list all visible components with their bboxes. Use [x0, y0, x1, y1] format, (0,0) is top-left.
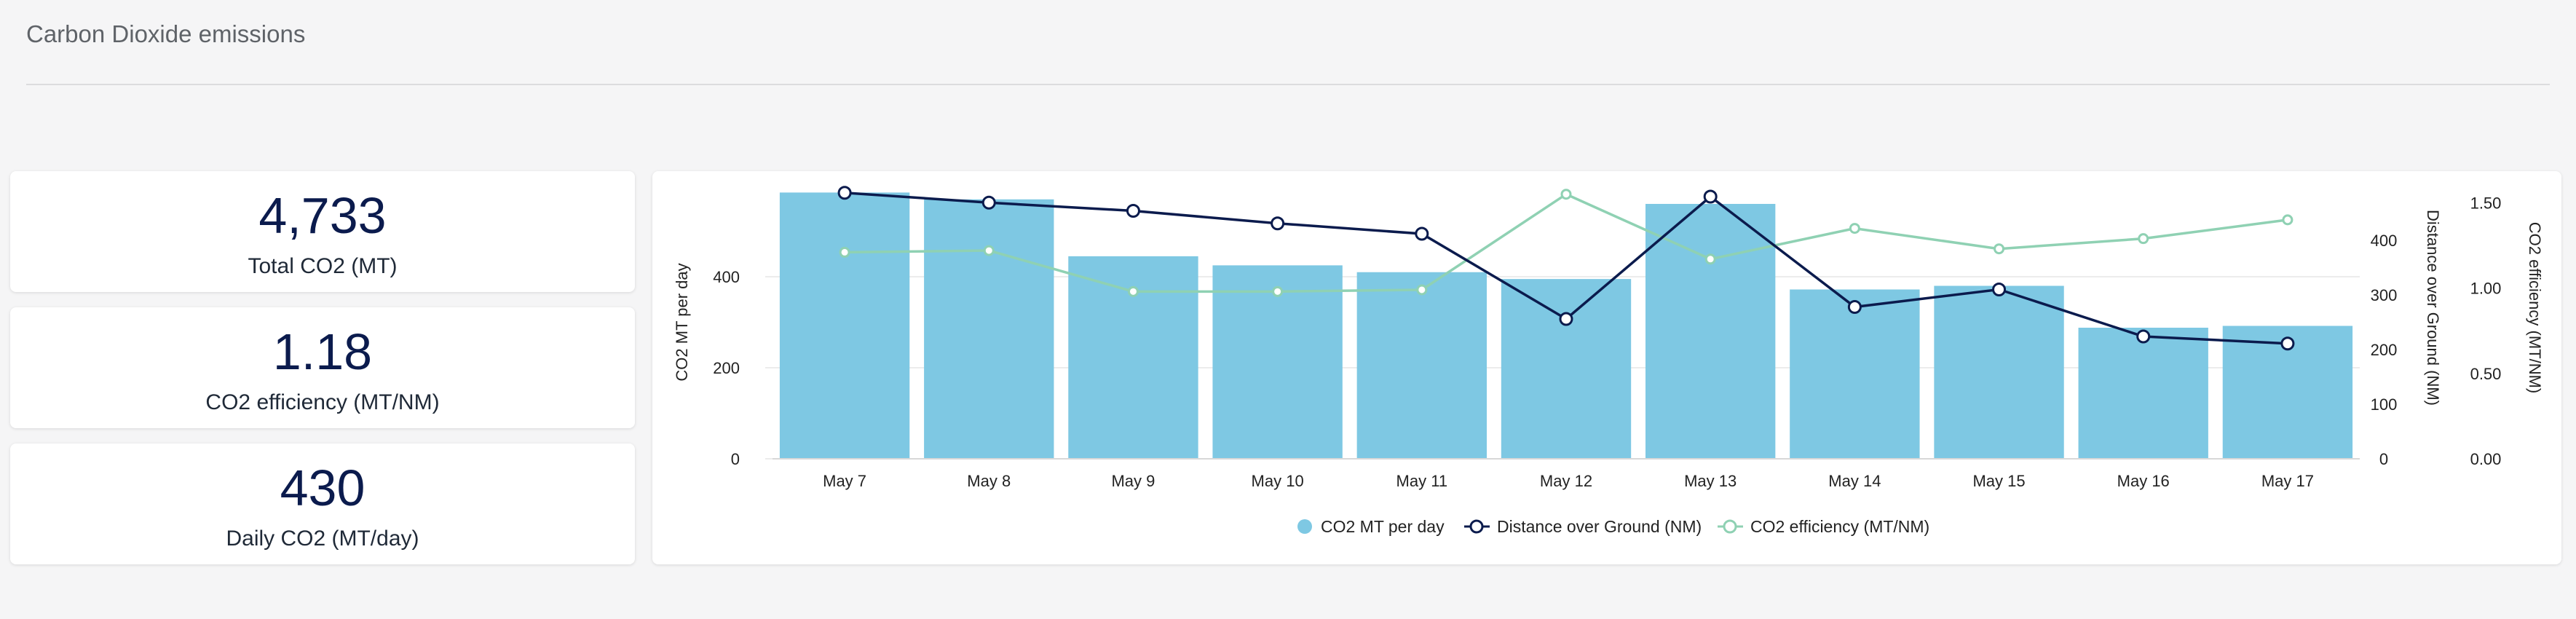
series-point	[1847, 300, 1862, 314]
bar	[1501, 279, 1632, 459]
right1-tick-label: 200	[2371, 341, 2398, 359]
co2-chart-card: 0 200 400 CO2 MT per day 0 100 200 300 400 Distan…	[652, 171, 2561, 564]
series-point	[1992, 283, 2007, 296]
series-point	[2138, 233, 2149, 245]
right1-tick-label: 400	[2371, 232, 2398, 250]
co2-chart: 0 200 400 CO2 MT per day 0 100 200 300 400 Distan…	[673, 186, 2544, 536]
bar	[779, 192, 910, 459]
series-point	[1703, 189, 1718, 204]
series-point	[1127, 285, 1139, 297]
x-tick-label: May 9	[1111, 472, 1155, 490]
kpi-label-total-co2: Total CO2 (MT)	[248, 254, 398, 278]
bar	[924, 199, 1054, 459]
bar	[2078, 328, 2208, 459]
right1-tick-label: 0	[2379, 450, 2388, 468]
bar	[1212, 265, 1343, 459]
legend-label: CO2 efficiency (MT/NM)	[1750, 517, 1929, 536]
page-title: Carbon Dioxide emissions	[26, 20, 306, 47]
left-tick-label: 200	[713, 359, 740, 377]
series-point	[2136, 329, 2151, 344]
series-point	[1704, 253, 1716, 265]
series-point	[1416, 284, 1428, 296]
legend-marker	[1723, 519, 1737, 534]
bar	[1934, 285, 2064, 459]
x-tick-label: May 8	[967, 472, 1011, 490]
right2-axis-title: CO2 efficiency (MT/NM)	[2526, 222, 2544, 394]
right1-tick-label: 300	[2371, 286, 2398, 304]
series-point	[1560, 189, 1572, 200]
x-tick-label: May 13	[1684, 472, 1737, 490]
series-point	[983, 245, 995, 256]
right2-tick-label: 0.50	[2470, 365, 2502, 383]
bar	[1645, 204, 1776, 459]
x-tick-label: May 10	[1252, 472, 1304, 490]
left-tick-label: 0	[731, 450, 740, 468]
series-point	[1994, 243, 2005, 255]
right1-axis-title: Distance over Ground (NM)	[2424, 210, 2442, 406]
series-point	[2280, 336, 2295, 351]
series-point	[1272, 285, 1284, 297]
right2-tick-label: 1.00	[2470, 280, 2502, 298]
left-axis-title: CO2 MT per day	[673, 263, 691, 381]
legend-label: Distance over Ground (NM)	[1497, 517, 1702, 536]
series-point	[1559, 312, 1573, 326]
bar	[1790, 289, 1920, 459]
x-tick-label: May 14	[1828, 472, 1881, 490]
kpi-label-co2-efficiency: CO2 efficiency (MT/NM)	[205, 390, 440, 414]
chart-legend: CO2 MT per day Distance over Ground (NM) C…	[1297, 517, 1929, 536]
x-tick-label: May 11	[1396, 472, 1448, 490]
bar	[1356, 272, 1487, 459]
series-point	[839, 246, 850, 258]
kpi-value-total-co2: 4,733	[258, 187, 387, 244]
x-tick-label: May 16	[2117, 472, 2170, 490]
kpi-value-co2-efficiency: 1.18	[272, 323, 373, 380]
right1-tick-label: 100	[2371, 395, 2398, 414]
series-point	[1849, 223, 1860, 234]
kpi-value-daily-co2: 430	[280, 460, 366, 516]
series-point	[981, 195, 996, 210]
x-tick-label: May 17	[2261, 472, 2314, 490]
series-point	[1415, 226, 1429, 241]
right2-tick-label: 0.00	[2470, 450, 2502, 468]
right2-tick-label: 1.50	[2470, 194, 2502, 212]
series-point	[1126, 204, 1140, 218]
kpi-label-daily-co2: Daily CO2 (MT/day)	[226, 527, 419, 551]
kpi-card-daily-co2: 430 Daily CO2 (MT/day)	[10, 443, 635, 564]
title-divider	[26, 84, 2550, 85]
x-tick-label: May 7	[823, 472, 866, 490]
kpi-card-co2-efficiency: 1.18 CO2 efficiency (MT/NM)	[10, 307, 635, 428]
series-point	[1271, 216, 1285, 231]
kpi-card-total-co2: 4,733 Total CO2 (MT)	[10, 171, 635, 292]
series-point	[2282, 214, 2293, 226]
x-tick-label: May 12	[1540, 472, 1592, 490]
legend-marker	[1469, 519, 1484, 534]
left-tick-label: 400	[713, 268, 740, 286]
legend-marker	[1297, 519, 1312, 534]
x-tick-label: May 15	[1972, 472, 2025, 490]
legend-label: CO2 MT per day	[1321, 517, 1445, 536]
series-point	[837, 186, 852, 200]
